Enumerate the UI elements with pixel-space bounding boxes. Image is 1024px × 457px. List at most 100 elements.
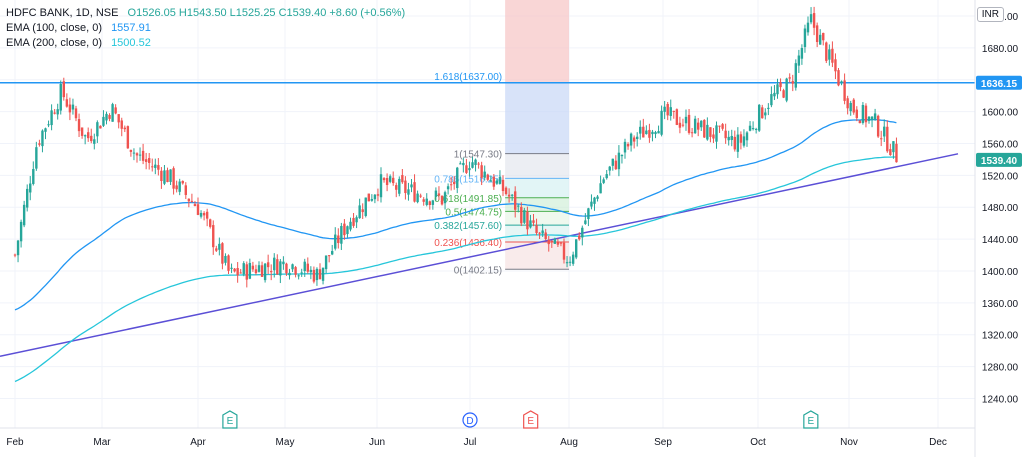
candle-body [678,122,682,128]
candle-body [254,269,258,274]
candle-body [291,264,294,270]
candle-body [514,191,517,210]
candle-body [196,204,200,215]
currency-badge[interactable]: INR [976,7,1004,22]
candle-body [507,194,511,197]
candle-body [108,115,111,119]
candle-body [449,184,453,186]
candle-body [352,217,355,226]
candle-body [510,194,514,196]
candle-body [843,80,846,101]
candle-body [636,136,639,140]
candle-body [620,155,624,157]
candle-body [489,180,492,182]
candle-body [300,272,303,274]
candle-body [730,135,733,141]
candle-body [474,159,477,165]
candle-body [639,126,642,134]
candle-body [215,248,218,251]
candle-body [398,178,401,194]
earnings-marker[interactable]: E [523,410,539,429]
candle-body [535,225,538,234]
candle-body [129,149,133,152]
candle-body [712,134,715,139]
price-tick-label: 1440.00 [982,235,1019,246]
candle-body [239,272,242,274]
candle-body [32,169,35,184]
candle-body [428,201,431,205]
candle-body [440,195,444,205]
candle-body [773,92,776,97]
candle-body [541,230,544,234]
candle-body [327,255,331,257]
fib-level-label: 0(1402.15) [454,265,502,276]
candle-body [16,240,20,256]
fib-level-label: 0.236(1436.40) [434,238,502,249]
candle-body [38,143,41,145]
candle-body [654,132,657,135]
dividend-marker[interactable]: D [462,412,478,428]
marker-letter: E [527,416,534,427]
candle-body [361,209,364,213]
candle-body [886,126,889,152]
candle-body [648,129,651,138]
candle-body [297,275,300,277]
candle-body [303,261,306,272]
candle-body [376,194,380,196]
candle-body [599,183,602,194]
candle-body [831,48,834,63]
candle-body [312,269,316,282]
candle-body [803,28,807,48]
candle-body [812,13,816,28]
candle-body [690,132,694,134]
time-tick-label: Apr [190,437,206,448]
candle-body [846,98,849,109]
candle-body [700,120,703,128]
time-tick-label: May [276,437,295,448]
candle-body [117,114,120,123]
candle-body [385,178,389,186]
candle-body [819,34,822,45]
candle-body [477,163,480,165]
candle-body [751,128,755,130]
candle-body [358,205,361,219]
candle-body [483,171,486,178]
candle-body [172,168,175,189]
candle-body [65,99,69,107]
candle-body [437,193,441,196]
candle-body [395,185,398,190]
candle-body [425,198,428,205]
fib-zone-blue [505,82,569,154]
candle-body [825,42,828,61]
candle-body [709,127,712,137]
candle-body [367,193,370,202]
candle-body [764,112,767,116]
earnings-marker[interactable]: E [222,410,238,429]
price-tick-label: 1560.00 [982,139,1019,150]
candle-body [687,114,691,133]
candle-body [334,234,337,249]
candle-body [392,177,395,184]
ohlc-values: O1526.05 H1543.50 L1525.25 C1539.40 +8.6… [127,7,406,19]
candle-body [565,262,569,264]
candle-body [608,166,611,171]
candle-body [852,99,855,113]
candle-body [190,200,194,202]
candle-body [498,176,502,184]
candle-body [776,84,779,95]
time-tick-label: Mar [93,437,111,448]
earnings-marker[interactable]: E [803,410,819,429]
candle-body [413,182,416,202]
candle-body [559,242,563,244]
candle-body [727,136,730,141]
candle-body [96,122,99,137]
candle-body [19,221,23,242]
candle-body [568,261,572,263]
time-tick-label: Nov [840,437,858,448]
candle-body [480,165,483,178]
marker-letter: E [808,416,815,427]
candle-body [520,206,523,224]
candle-body [47,124,50,126]
candle-body [840,81,843,83]
